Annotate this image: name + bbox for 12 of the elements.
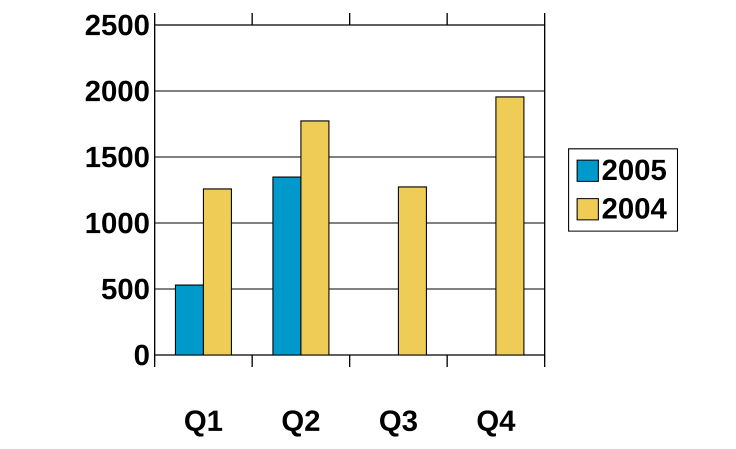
x-tick-label: Q2 <box>282 410 320 437</box>
x-tick-label: Q3 <box>380 410 417 437</box>
legend-label: 2004 <box>602 198 667 219</box>
y-tick-label: 2500 <box>86 14 149 36</box>
legend-label: 2005 <box>602 160 666 180</box>
y-tick-label: 1500 <box>86 146 149 168</box>
y-tick-label: 500 <box>102 278 149 300</box>
y-tick-label: 0 <box>134 344 149 366</box>
x-tick-label: Q1 <box>185 410 222 437</box>
y-tick-label: 1000 <box>86 212 149 234</box>
y-tick-label: 2000 <box>86 80 149 102</box>
x-tick-label: Q4 <box>478 410 516 437</box>
